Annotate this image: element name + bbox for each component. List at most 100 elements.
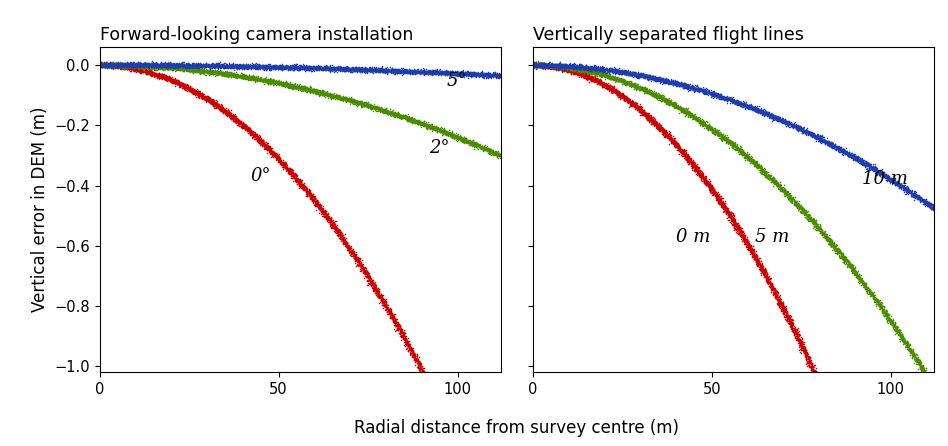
Point	[253, 137, 268, 144]
Point	[882, 177, 897, 184]
Point	[716, 93, 731, 100]
Point	[724, 215, 739, 222]
Point	[790, 200, 805, 207]
Point	[441, 128, 456, 135]
Point	[541, 62, 556, 69]
Point	[203, 69, 218, 76]
Point	[541, 61, 556, 68]
Point	[802, 353, 817, 360]
Point	[667, 135, 683, 142]
Point	[547, 65, 562, 72]
Point	[715, 134, 730, 141]
Point	[282, 65, 297, 72]
Point	[133, 62, 148, 70]
Point	[702, 125, 717, 132]
Point	[154, 62, 169, 69]
Point	[417, 120, 432, 127]
Point	[209, 68, 224, 75]
Point	[396, 66, 411, 74]
Point	[311, 65, 326, 72]
Point	[884, 319, 899, 326]
Point	[100, 62, 116, 69]
Point	[566, 70, 581, 78]
Point	[110, 61, 125, 68]
Point	[691, 169, 706, 176]
Point	[864, 161, 879, 168]
Point	[127, 61, 142, 68]
Point	[683, 157, 698, 164]
Point	[437, 131, 452, 138]
Point	[825, 142, 840, 149]
Point	[372, 292, 387, 299]
Point	[663, 135, 678, 142]
Point	[766, 178, 781, 185]
Point	[596, 70, 611, 77]
Point	[316, 208, 331, 215]
Point	[680, 107, 695, 114]
Point	[174, 79, 190, 86]
Point	[596, 83, 611, 90]
Point	[477, 142, 492, 149]
Point	[111, 62, 126, 69]
Point	[210, 103, 226, 110]
Point	[617, 76, 632, 83]
Point	[388, 109, 403, 116]
Point	[404, 68, 419, 75]
Point	[149, 63, 164, 70]
Point	[766, 285, 781, 292]
Point	[160, 60, 175, 67]
Point	[779, 118, 794, 125]
Point	[676, 84, 691, 91]
Point	[713, 197, 728, 204]
Point	[251, 137, 266, 145]
Point	[836, 148, 851, 155]
Point	[714, 90, 729, 97]
Point	[261, 146, 276, 153]
Point	[613, 91, 629, 98]
Point	[913, 365, 928, 372]
Point	[324, 66, 339, 73]
Point	[540, 61, 556, 68]
Point	[655, 76, 670, 83]
Point	[662, 78, 677, 86]
Point	[765, 175, 780, 182]
Point	[342, 245, 357, 252]
Point	[718, 93, 733, 100]
Point	[383, 69, 398, 76]
Point	[528, 62, 543, 69]
Point	[806, 219, 821, 226]
Point	[245, 62, 260, 69]
Point	[533, 59, 548, 66]
Point	[683, 112, 698, 119]
Point	[723, 140, 738, 147]
Point	[377, 107, 392, 114]
Point	[192, 90, 208, 97]
Point	[455, 135, 470, 142]
Point	[483, 151, 498, 158]
Point	[780, 317, 795, 324]
Point	[330, 92, 345, 99]
Point	[794, 128, 810, 135]
Point	[109, 63, 124, 70]
Point	[735, 150, 750, 157]
Point	[148, 62, 163, 69]
Point	[307, 196, 322, 203]
Point	[218, 63, 233, 70]
Point	[449, 68, 465, 75]
Point	[134, 69, 149, 76]
Point	[453, 135, 468, 142]
Point	[797, 344, 812, 351]
Point	[170, 78, 185, 85]
Point	[694, 85, 709, 92]
Point	[192, 90, 208, 97]
Point	[588, 70, 603, 77]
Point	[862, 285, 877, 293]
Point	[316, 208, 331, 215]
Point	[113, 62, 128, 69]
Point	[780, 313, 795, 320]
Point	[619, 95, 634, 102]
Point	[177, 65, 192, 72]
Point	[119, 64, 135, 71]
Point	[328, 65, 343, 72]
Point	[716, 95, 731, 102]
